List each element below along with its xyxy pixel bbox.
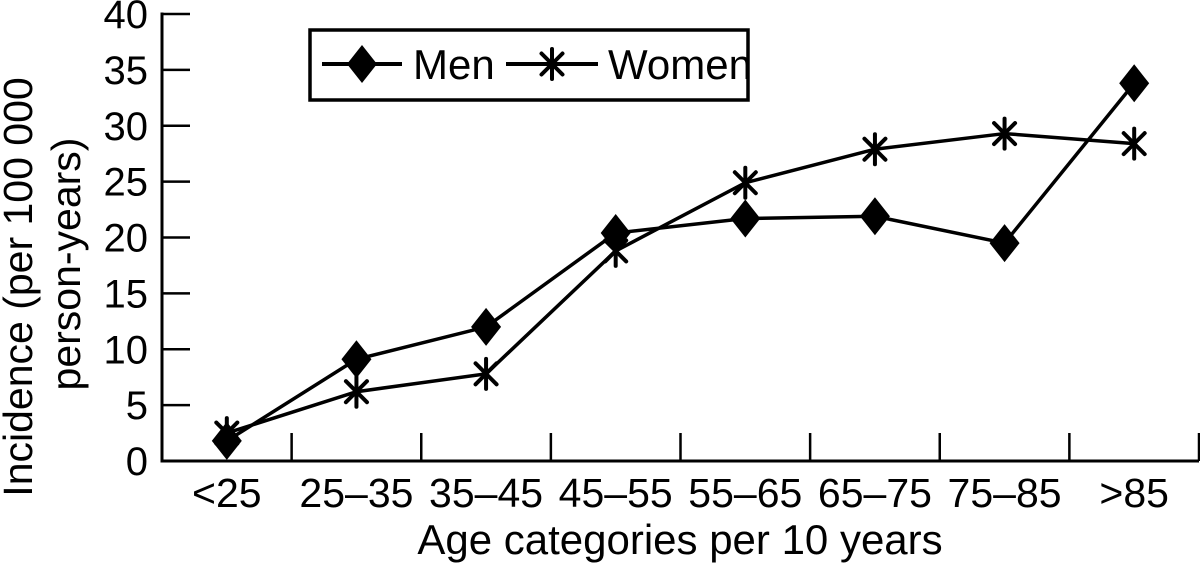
men-point-5-diamond-marker	[859, 197, 890, 236]
y-axis-label-line1: Incidence (per 100 000	[0, 77, 41, 496]
x-category-label: >85	[1099, 470, 1169, 516]
x-category-label: 75–85	[948, 470, 1062, 516]
x-category-label: 35–45	[429, 470, 543, 516]
men-point-2-diamond-marker	[471, 307, 502, 346]
asterisk-stroke	[473, 361, 499, 387]
women-point-4-asterisk-marker	[732, 165, 758, 200]
men-point-4-diamond-marker	[730, 199, 761, 238]
asterisk-stroke	[862, 136, 888, 162]
women-series-line	[226, 131, 1135, 435]
y-tick-label: 35	[104, 49, 149, 93]
x-category-label: 65–75	[818, 470, 932, 516]
y-tick-label: 0	[126, 440, 148, 484]
men-point-7-diamond-marker	[1119, 64, 1150, 103]
y-tick-label: 15	[104, 272, 149, 316]
asterisk-stroke	[1121, 131, 1147, 157]
men-series-line	[225, 82, 1136, 443]
asterisk-stroke	[732, 170, 758, 196]
asterisk-stroke	[539, 51, 565, 77]
women-point-7-asterisk-marker	[1121, 126, 1147, 161]
women-point-2-asterisk-marker	[473, 356, 499, 391]
legend-label-men: Men	[413, 41, 495, 88]
y-tick-label: 5	[126, 384, 148, 428]
legend: Men Women	[308, 28, 752, 102]
women-point-1-asterisk-marker	[343, 374, 369, 409]
x-category-label: 55–65	[688, 470, 802, 516]
men-point-0-diamond-marker	[211, 421, 242, 460]
legend-item-men: Men	[322, 41, 495, 88]
y-tick-label: 30	[104, 105, 149, 149]
y-tick-label: 20	[104, 217, 149, 261]
y-tick-label: 25	[104, 161, 149, 205]
legend-diamond-marker	[347, 45, 377, 83]
y-tick-label: 10	[104, 328, 149, 372]
women-point-5-asterisk-marker	[862, 132, 888, 167]
legend-label-women: Women	[608, 41, 752, 88]
y-axis-label-line2: person-years)	[43, 138, 89, 391]
legend-items: Men Women	[322, 41, 752, 88]
x-category-label: 25–35	[299, 470, 413, 516]
x-category-label: <25	[192, 470, 262, 516]
asterisk-stroke	[343, 379, 369, 405]
data-series	[211, 64, 1150, 460]
legend-asterisk-marker	[539, 47, 565, 81]
men-point-6-diamond-marker	[989, 224, 1020, 263]
x-category-label: 45–55	[559, 470, 673, 516]
x-axis-title: Age categories per 10 years	[417, 516, 942, 563]
women-point-6-asterisk-marker	[992, 116, 1018, 151]
y-tick-label: 40	[104, 0, 149, 37]
men-point-1-diamond-marker	[341, 340, 372, 379]
legend-item-women: Women	[506, 41, 752, 88]
asterisk-stroke	[992, 121, 1018, 147]
men-point-3-diamond-marker	[600, 214, 631, 253]
axes: 0 5 10 15 20 25 30 35 40 <25 25–35 35–45 45–55 55–65 6…	[104, 0, 1200, 516]
